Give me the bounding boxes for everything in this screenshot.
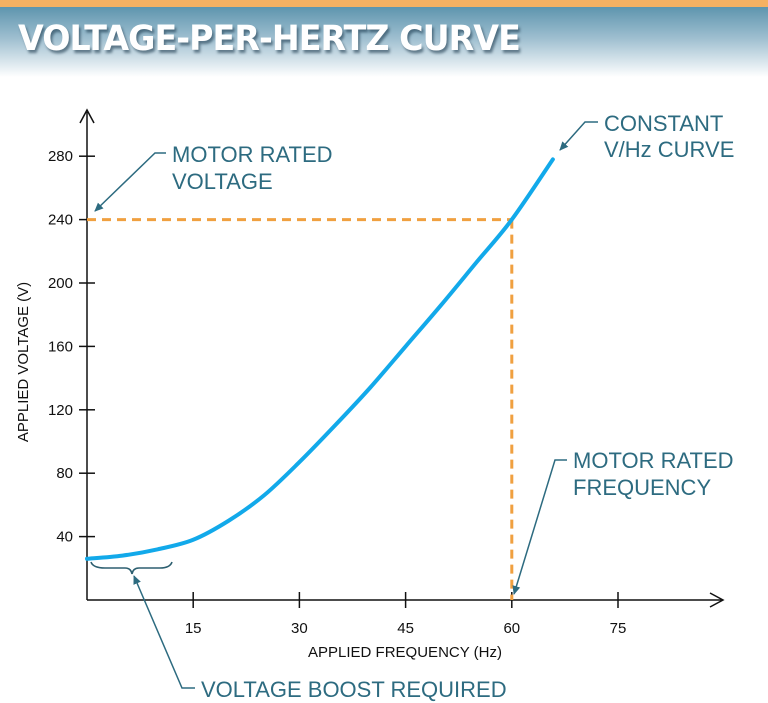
annotation-text: FREQUENCY [573,475,711,500]
y-tick-label: 240 [48,212,73,229]
vhz-curve [85,157,555,561]
x-tick-label: 45 [397,620,414,637]
x-tick-label: 60 [503,620,520,637]
x-tick-label: 30 [291,620,308,637]
annotation-text: VOLTAGE BOOST REQUIRED [201,677,507,702]
y-axis-arrow-icon [79,108,95,124]
annotation-text: MOTOR RATED [172,142,333,167]
annotation-constant-curve: CONSTANT V/Hz CURVE [559,111,734,162]
annotation-text: MOTOR RATED [573,448,734,473]
brace [90,561,173,575]
annotation-arrow [559,121,598,151]
header-banner: VOLTAGE-PER-HERTZ CURVE [0,7,768,77]
y-tick-label: 160 [48,338,73,355]
x-axis-arrow-icon [709,592,725,608]
annotation-boost: VOLTAGE BOOST REQUIRED [90,561,507,702]
annotation-rated-frequency: MOTOR RATED FREQUENCY [512,448,734,595]
annotation-rated-voltage: MOTOR RATED VOLTAGE [94,142,333,212]
y-tick-label: 40 [56,529,73,546]
annotation-arrow [133,575,195,689]
annotation-arrow [512,459,567,595]
annotation-text: V/Hz CURVE [604,137,734,162]
annotation-arrow [94,152,166,212]
x-tick-label: 15 [185,620,202,637]
y-axis-label: APPLIED VOLTAGE (V) [15,282,32,442]
annotation-text: VOLTAGE [172,169,273,194]
y-tick-label: 280 [48,148,73,165]
header-accent-bar [0,0,768,7]
x-axis-label: APPLIED FREQUENCY (Hz) [308,644,502,661]
y-tick-label: 120 [48,402,73,419]
y-tick-label: 200 [48,275,73,292]
y-tick-label: 80 [56,465,73,482]
x-tick-label: 75 [610,620,627,637]
page-title: VOLTAGE-PER-HERTZ CURVE [18,19,521,59]
annotation-text: CONSTANT [604,111,723,136]
